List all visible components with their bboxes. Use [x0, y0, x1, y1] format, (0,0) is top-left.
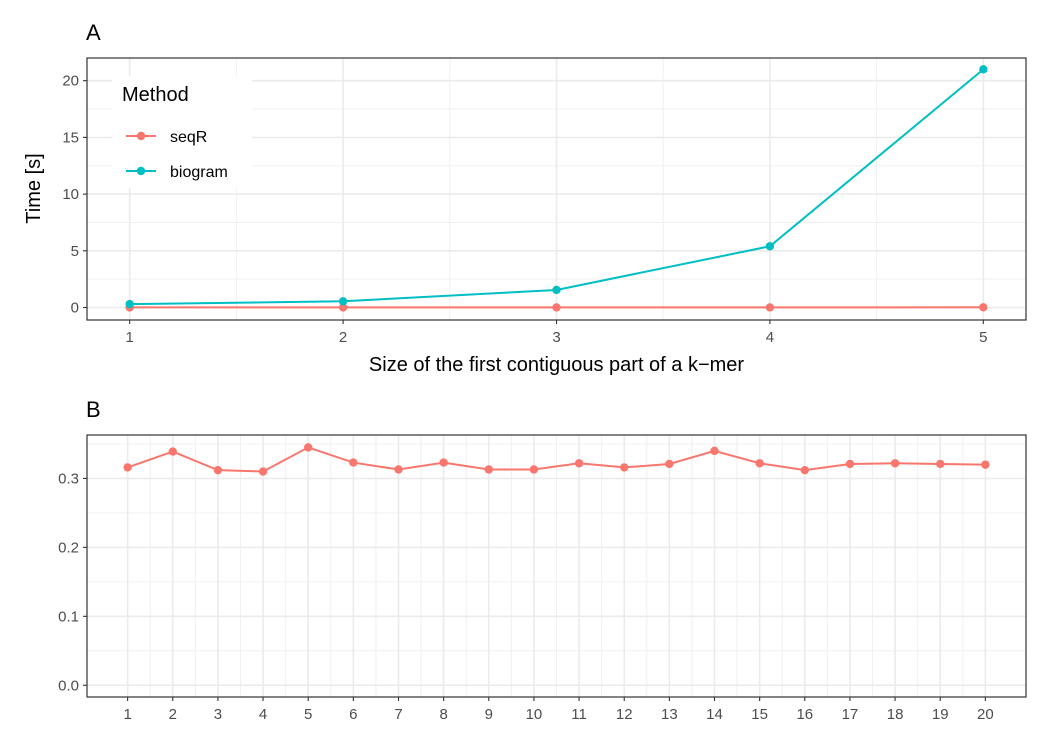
data-point-series-0 — [936, 459, 945, 469]
x-tick-label: 16 — [796, 706, 813, 723]
legend-label-seqr: seqR — [170, 129, 207, 146]
x-tick-label: 6 — [349, 706, 357, 723]
data-point-biogram — [979, 65, 988, 74]
series-line-series-0 — [127, 446, 986, 473]
y-tick-label: 15 — [62, 129, 79, 146]
data-point-series-0 — [304, 443, 313, 452]
x-tick-label: 19 — [932, 706, 949, 723]
data-point-biogram — [338, 297, 348, 306]
panel-b: 0.00.10.20.31 2 3 4 5 6 7 8 9 10 11 12 13 14 15 16 17 18 1… — [58, 434, 1027, 723]
x-tick-label: 3 — [214, 706, 222, 723]
y-tick-label: 0.0 — [58, 677, 79, 694]
data-point-biogram — [125, 299, 134, 309]
x-tick-label: 4 — [259, 706, 267, 723]
data-point-series-0 — [981, 460, 990, 469]
panel-a: 0 5 10 15 20 1 2 3 4 5 Method seqR biogram — [62, 57, 1027, 346]
x-tick-label: 2 — [169, 706, 177, 723]
x-tick-label: 1 — [126, 329, 134, 346]
x-tick-label: 11 — [571, 706, 587, 723]
x-tick-label: 1 — [123, 706, 131, 723]
y-tick-label: 10 — [62, 186, 79, 203]
panel-a-y-axis-title: Time [s] — [23, 153, 45, 223]
legend: Method seqR biogram — [112, 76, 252, 188]
y-tick-label: 5 — [71, 243, 79, 260]
data-point-series-0 — [484, 465, 493, 474]
x-tick-label: 8 — [439, 706, 447, 723]
data-point-series-0 — [213, 465, 223, 475]
data-point-seqr — [979, 303, 988, 312]
legend-key-point — [136, 166, 146, 176]
x-tick-label: 5 — [979, 329, 987, 346]
data-point-series-0 — [529, 465, 539, 474]
x-tick-label: 17 — [842, 706, 859, 723]
x-tick-label: 3 — [552, 329, 560, 346]
x-tick-label: 9 — [485, 706, 493, 723]
data-point-series-0 — [665, 459, 674, 469]
x-tick-label: 2 — [339, 329, 347, 346]
panel-a-x-axis-title: Size of the first contiguous part of a k… — [369, 354, 745, 376]
panel-label-b: B — [86, 397, 101, 422]
data-point-series-0 — [890, 459, 900, 468]
plot-border-b — [86, 434, 1027, 698]
legend-key-point — [136, 131, 146, 141]
data-point-seqr — [765, 303, 775, 312]
x-tick-label: 18 — [887, 706, 904, 723]
y-tick-label: 0.3 — [58, 470, 79, 487]
data-point-series-0 — [574, 459, 584, 468]
data-point-series-0 — [123, 463, 132, 472]
data-point-series-0 — [620, 463, 629, 472]
data-point-series-0 — [394, 465, 403, 474]
data-point-series-0 — [755, 459, 764, 468]
legend-label-biogram: biogram — [170, 164, 228, 181]
x-tick-label: 20 — [977, 706, 994, 723]
y-tick-label: 20 — [62, 73, 79, 90]
data-point-series-0 — [439, 458, 448, 467]
legend-background — [112, 76, 252, 188]
x-tick-label: 7 — [394, 706, 402, 723]
x-tick-label: 5 — [304, 706, 312, 723]
y-tick-label: 0 — [71, 300, 79, 317]
x-tick-label: 15 — [751, 706, 768, 723]
data-point-seqr — [338, 303, 348, 312]
data-point-seqr — [552, 303, 561, 312]
data-point-series-0 — [845, 459, 855, 469]
x-tick-label: 14 — [706, 706, 723, 723]
data-point-series-0 — [168, 447, 177, 456]
data-point-biogram — [552, 285, 561, 295]
legend-title: Method — [122, 84, 189, 106]
x-tick-label: 13 — [661, 706, 678, 723]
y-tick-label: 0.1 — [58, 608, 79, 625]
data-point-series-0 — [710, 446, 719, 456]
panel-label-a: A — [86, 20, 101, 45]
data-point-series-0 — [800, 465, 809, 475]
x-tick-label: 12 — [616, 706, 633, 723]
y-tick-label: 0.2 — [58, 539, 79, 556]
x-tick-label: 4 — [766, 329, 774, 346]
data-point-series-0 — [258, 467, 268, 476]
data-point-series-0 — [349, 458, 358, 467]
x-tick-label: 10 — [526, 706, 543, 723]
data-point-biogram — [765, 242, 775, 251]
